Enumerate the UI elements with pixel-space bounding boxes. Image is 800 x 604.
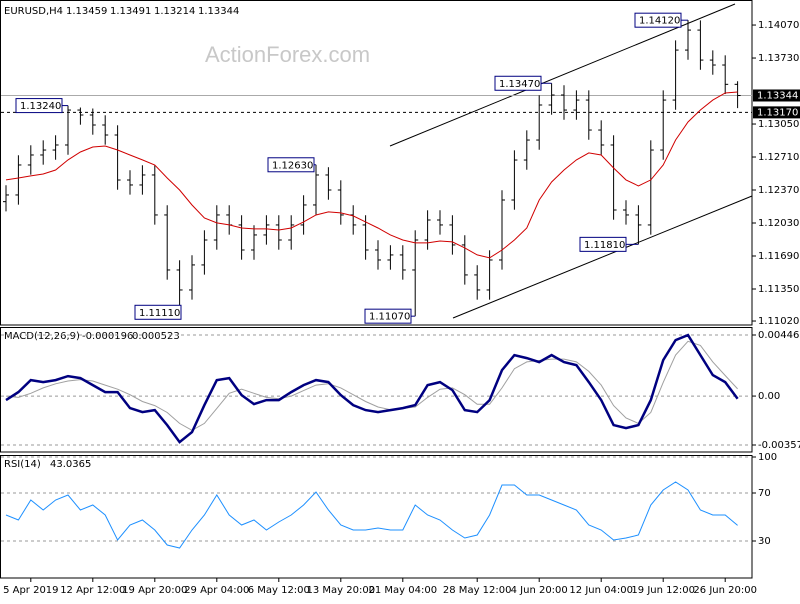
header-close: 1.13344 — [198, 6, 239, 17]
x-tick-label: 13 May 20:00 — [307, 585, 376, 596]
y-tick-label: 1.14070 — [758, 20, 799, 31]
rsi-panel-frame — [0, 455, 753, 579]
watermark: ActionForex.com — [205, 42, 370, 67]
rsi-title: RSI(14) — [4, 459, 41, 470]
x-tick-label: 4 Jun 20:00 — [511, 585, 568, 596]
header-low: 1.13214 — [154, 6, 195, 17]
symbol: EURUSD,H4 — [4, 6, 63, 17]
y-tick-label: 0.00 — [758, 391, 780, 402]
x-tick-label: 12 Jun 04:00 — [569, 585, 633, 596]
macd-value: -0.000196 — [82, 331, 133, 342]
y-tick-label: 1.11350 — [758, 284, 799, 295]
annotation-box — [134, 304, 182, 320]
y-tick-label: 30 — [758, 536, 771, 547]
y-tick-label: 0.004463 — [758, 330, 800, 341]
line — [5, 91, 738, 259]
channel-lower — [452, 195, 753, 319]
annotation-label: 1.11810 — [584, 240, 625, 251]
y-tick-label: 1.13050 — [758, 119, 799, 130]
price-box — [753, 106, 800, 119]
annotation-label: 1.12630 — [272, 160, 313, 171]
y-tick-label: 1.12030 — [758, 218, 799, 229]
signal-value: 0.000523 — [132, 331, 180, 342]
x-tick-label: 19 Apr 20:00 — [122, 585, 187, 596]
y-tick-label: 70 — [758, 488, 771, 499]
y-tick-label: 1.11690 — [758, 251, 799, 262]
x-tick-label: 5 Apr 2019 — [3, 585, 58, 596]
line — [5, 340, 738, 431]
y-tick-label: -0.003576 — [758, 440, 800, 451]
rsi-value: 43.0365 — [50, 459, 91, 470]
header-open: 1.13459 — [66, 6, 107, 17]
annotation-label: 1.14120 — [639, 16, 680, 27]
annotation-label: 1.11070 — [369, 312, 410, 323]
x-tick-label: 28 May 12:00 — [443, 585, 512, 596]
price-box-label: 1.13344 — [757, 90, 798, 101]
macd-panel-frame — [0, 327, 753, 453]
annotation-label: 1.13470 — [499, 79, 540, 90]
y-tick-label: 1.12710 — [758, 152, 799, 163]
macd-title: MACD(12,26,9) — [4, 331, 80, 342]
line — [5, 333, 739, 444]
y-tick-label: 100 — [758, 452, 777, 463]
price-panel-frame — [0, 0, 753, 326]
x-tick-label: 29 Apr 04:00 — [184, 585, 249, 596]
x-tick-label: 12 Apr 12:00 — [60, 585, 125, 596]
header-high: 1.13491 — [110, 6, 151, 17]
annotation-box — [634, 12, 682, 28]
y-tick-label: 1.12370 — [758, 185, 799, 196]
price-box-label: 1.13170 — [757, 107, 798, 118]
annotation-box — [15, 98, 63, 114]
annotation-label: 1.11110 — [139, 308, 180, 319]
annotation-box — [579, 236, 627, 252]
x-tick-label: 21 May 04:00 — [369, 585, 438, 596]
x-tick-label: 26 Jun 20:00 — [693, 585, 757, 596]
annotation-box — [364, 308, 412, 324]
line — [5, 481, 738, 549]
price-box — [753, 89, 800, 102]
y-tick-label: 1.13730 — [758, 53, 799, 64]
x-tick-label: 19 Jun 12:00 — [631, 585, 695, 596]
annotation-box — [267, 157, 315, 173]
y-tick-label: 1.11020 — [758, 316, 799, 327]
annotation-box — [494, 75, 542, 91]
annotation-label: 1.13240 — [20, 101, 61, 112]
x-tick-label: 6 May 12:00 — [248, 585, 310, 596]
